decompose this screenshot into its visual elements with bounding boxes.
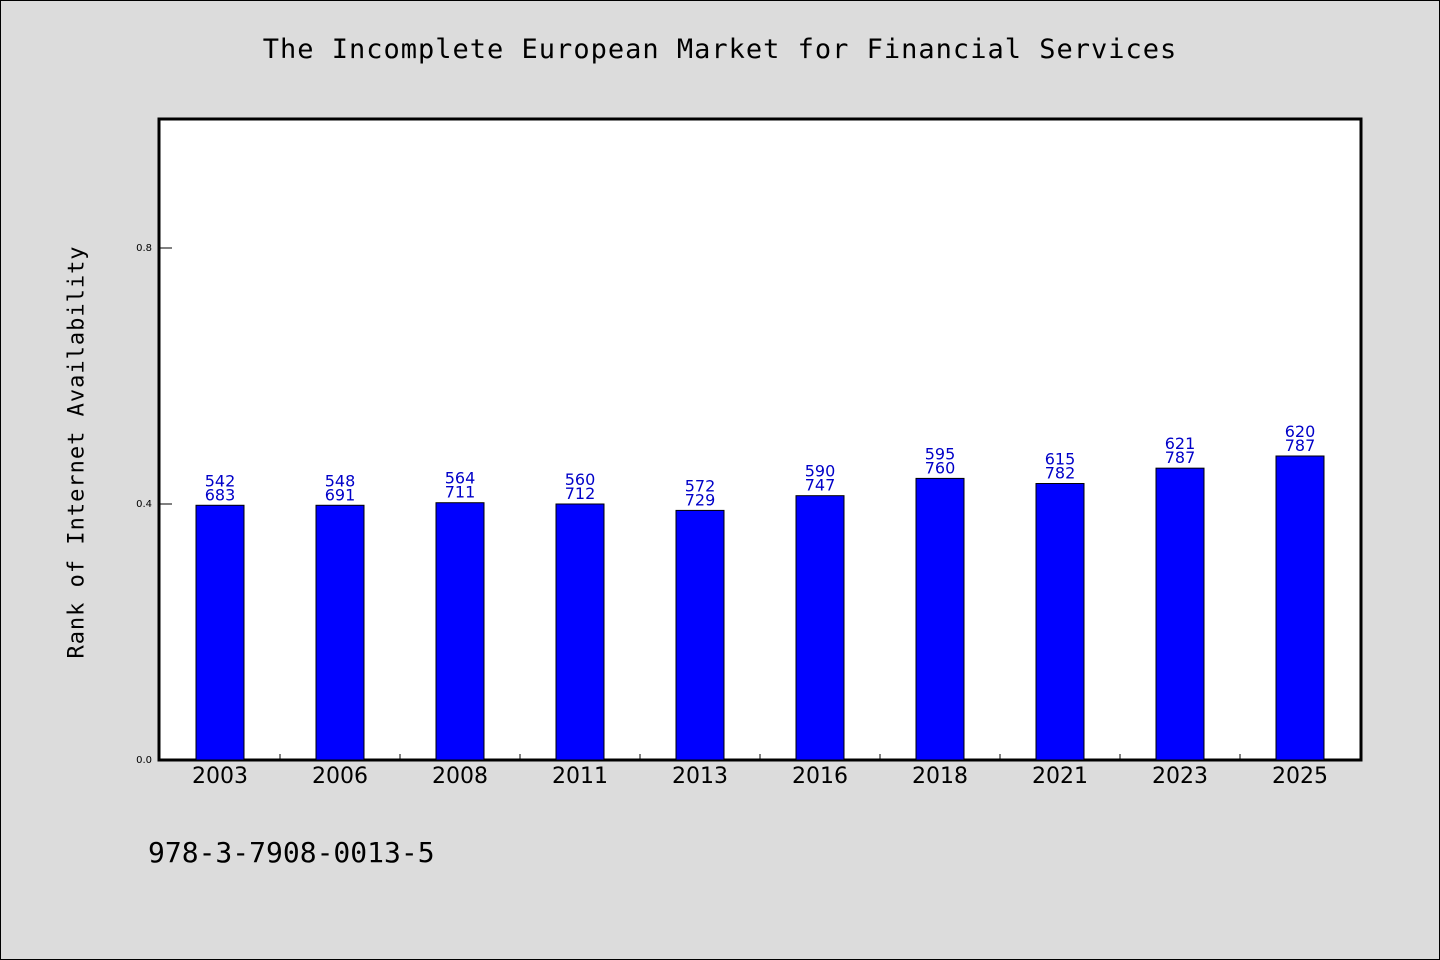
bar-2021	[1035, 483, 1085, 761]
x-tick-label: 2003	[192, 764, 248, 789]
data-label-bottom: 712	[565, 484, 596, 503]
x-tick-label: 2018	[912, 764, 968, 789]
data-label-top: 548	[325, 471, 356, 490]
bar-2003	[195, 504, 245, 761]
y-tick-label: 0.4	[136, 499, 152, 510]
x-axis-minor-ticks	[279, 754, 1241, 760]
bar-2006	[315, 504, 365, 761]
x-tick-label: 2011	[552, 764, 608, 789]
chart-title: The Incomplete European Market for Finan…	[262, 34, 1178, 65]
y-tick-label: 0.0	[136, 755, 152, 766]
isbn-code: 978-3-7908-0013-5	[148, 836, 435, 869]
data-label-bottom: 787	[1285, 436, 1316, 455]
x-tick-label: 2016	[792, 764, 848, 789]
bar-2016	[795, 495, 845, 761]
data-label-bottom: 683	[205, 485, 236, 504]
data-label-bottom: 760	[925, 458, 956, 477]
y-tick-label: 0.8	[136, 243, 152, 254]
bar-2025	[1275, 455, 1325, 761]
data-label-bottom: 747	[805, 476, 836, 495]
x-axis-labels: 2003 2006 2008 2011 2013 2016 2018 2021 2023 2025	[192, 764, 1328, 789]
x-tick-label: 2023	[1152, 764, 1208, 789]
y-axis-ticks: 0.0 0.4 0.8	[136, 243, 172, 766]
x-tick-label: 2008	[432, 764, 488, 789]
x-tick-label: 2013	[672, 764, 728, 789]
data-label-top: 560	[565, 470, 596, 489]
data-label-bottom: 729	[685, 490, 716, 509]
data-label-top: 620	[1285, 422, 1316, 441]
data-label-bottom: 787	[1165, 448, 1196, 467]
data-label-bottom: 691	[325, 485, 356, 504]
bar-2008	[435, 502, 485, 761]
bar-2018	[915, 477, 965, 761]
data-label-bottom: 782	[1045, 464, 1076, 483]
bars	[195, 455, 1325, 761]
x-tick-label: 2025	[1272, 764, 1328, 789]
data-label-bottom: 711	[445, 483, 476, 502]
data-label-top: 542	[205, 471, 236, 490]
bar-2013	[675, 509, 725, 761]
data-label-top: 590	[805, 462, 836, 481]
data-label-top: 621	[1165, 434, 1196, 453]
x-tick-label: 2006	[312, 764, 368, 789]
bar-2011	[555, 503, 605, 761]
bar-2023	[1155, 467, 1205, 761]
data-label-top: 615	[1045, 450, 1076, 469]
x-tick-label: 2021	[1032, 764, 1088, 789]
data-label-top: 572	[685, 476, 716, 495]
data-label-top: 564	[445, 469, 476, 488]
data-label-top: 595	[925, 444, 956, 463]
